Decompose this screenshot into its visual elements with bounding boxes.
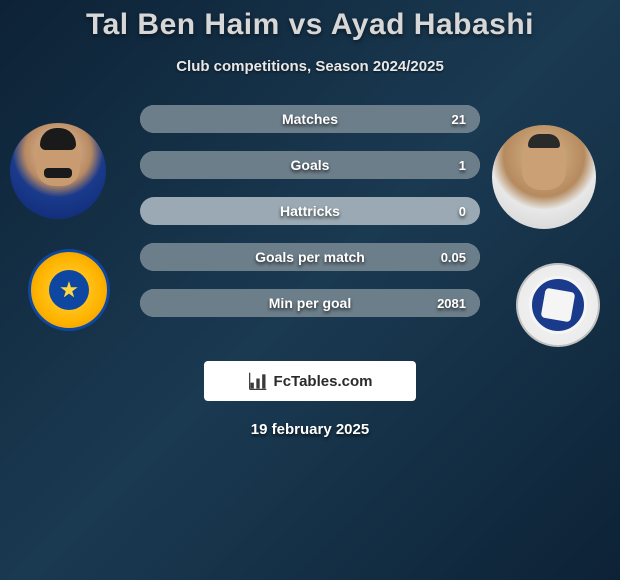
stats-area: Matches 21 Goals 1 Hattricks 0 Goals per match… <box>0 105 620 355</box>
player-left-avatar <box>10 123 106 219</box>
brand-text: FcTables.com <box>274 373 373 390</box>
stat-value-right: 0 <box>459 204 466 219</box>
stat-bar-row: Goals 1 <box>140 151 480 179</box>
avatar-head-icon <box>522 136 566 190</box>
stat-bar-row: Matches 21 <box>140 105 480 133</box>
club-badge-inner-icon <box>49 270 89 310</box>
stat-bars: Matches 21 Goals 1 Hattricks 0 Goals per match… <box>140 105 480 335</box>
stat-label: Goals per match <box>255 249 365 265</box>
stat-label: Goals <box>291 157 330 173</box>
comparison-infographic: Tal Ben Haim vs Ayad Habashi Club compet… <box>0 0 620 438</box>
stat-label: Min per goal <box>269 295 351 311</box>
stat-bar-row: Hattricks 0 <box>140 197 480 225</box>
stat-value-right: 21 <box>452 112 466 127</box>
subtitle: Club competitions, Season 2024/2025 <box>0 58 620 75</box>
stat-value-right: 0.05 <box>441 250 466 265</box>
avatar-head-icon <box>36 132 80 186</box>
bar-chart-icon <box>248 371 268 391</box>
stat-bar-row: Goals per match 0.05 <box>140 243 480 271</box>
stat-label: Hattricks <box>280 203 340 219</box>
stat-value-right: 2081 <box>437 296 466 311</box>
stat-bar-row: Min per goal 2081 <box>140 289 480 317</box>
brand-badge: FcTables.com <box>204 361 416 401</box>
stat-value-right: 1 <box>459 158 466 173</box>
player-right-avatar <box>492 125 596 229</box>
player-right-club-badge <box>516 263 600 347</box>
date-label: 19 february 2025 <box>0 421 620 438</box>
stat-label: Matches <box>282 111 338 127</box>
player-left-club-badge <box>28 249 110 331</box>
page-title: Tal Ben Haim vs Ayad Habashi <box>0 0 620 42</box>
club-badge-inner-icon <box>529 276 587 334</box>
